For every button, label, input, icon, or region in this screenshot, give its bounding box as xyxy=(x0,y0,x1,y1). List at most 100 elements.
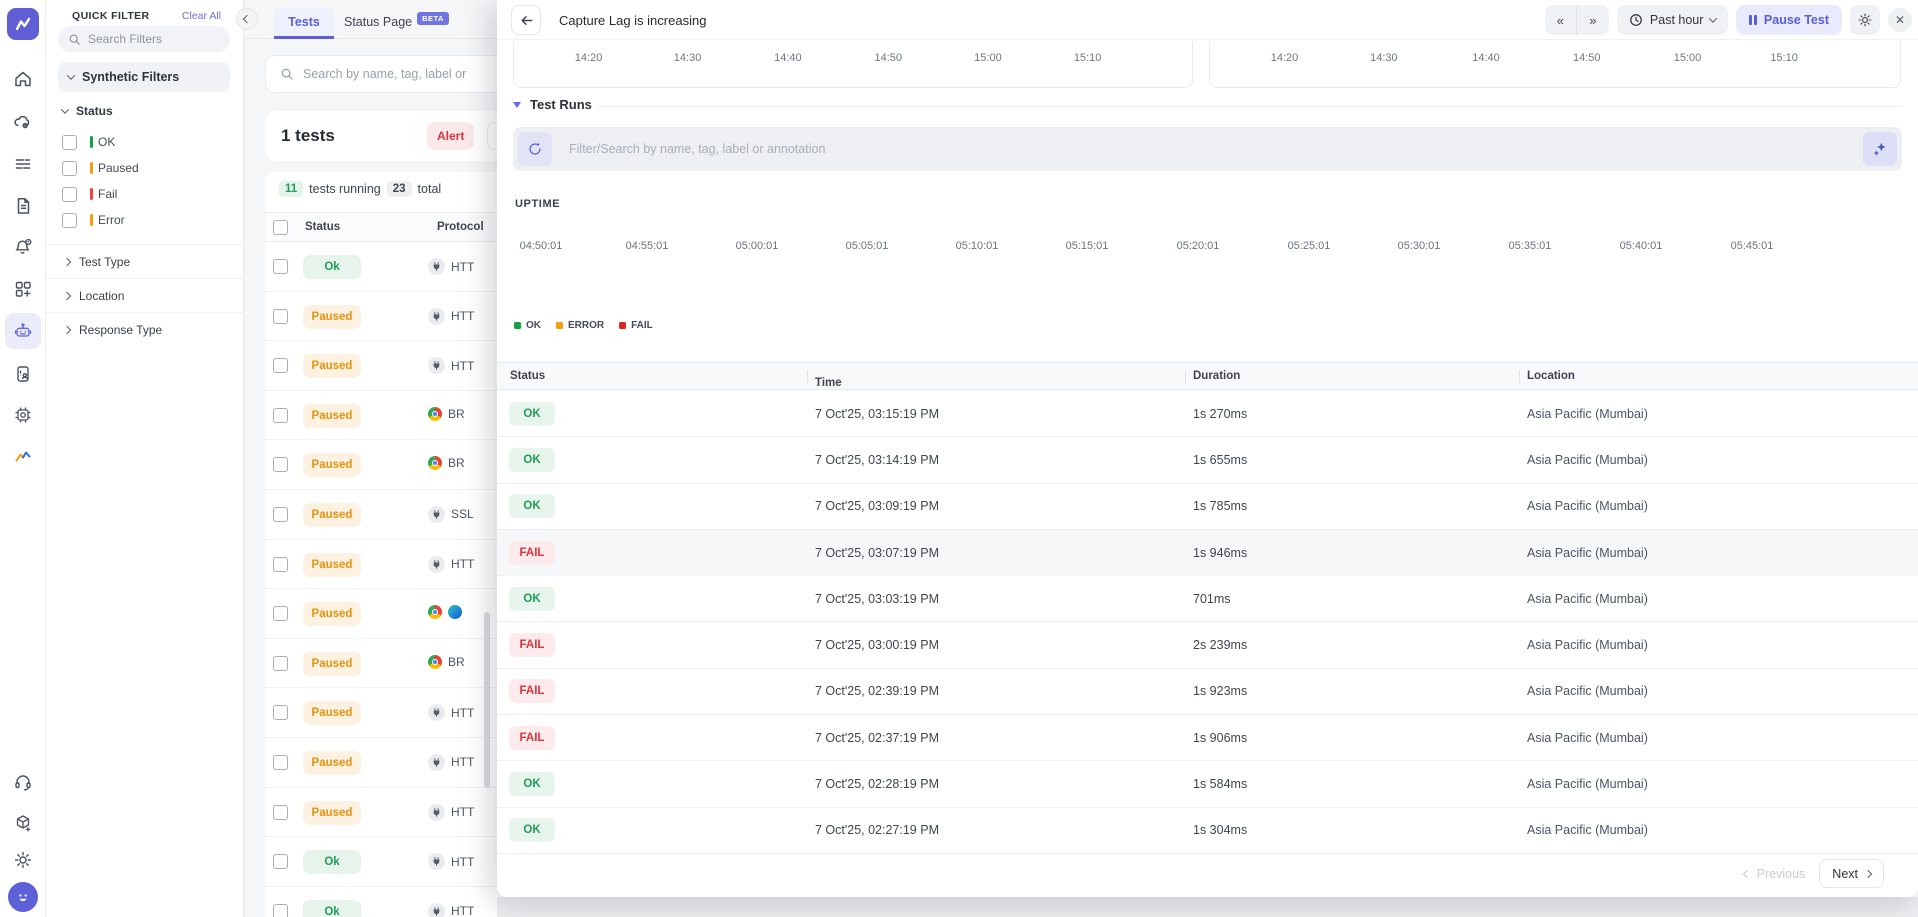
status-section-toggle[interactable]: Status xyxy=(60,104,113,118)
table-row[interactable]: Ok HTT xyxy=(265,837,595,887)
table-row[interactable]: Paused BR xyxy=(265,391,595,441)
settings-gear-button[interactable] xyxy=(1850,5,1880,35)
run-location: Asia Pacific (Mumbai) xyxy=(1527,499,1648,514)
checkbox[interactable] xyxy=(62,212,77,228)
synthetic-filters-toggle[interactable]: Synthetic Filters xyxy=(58,62,230,92)
table-row[interactable]: Ok HTT xyxy=(265,887,595,917)
sparkles-icon[interactable] xyxy=(1863,132,1897,166)
row-checkbox[interactable] xyxy=(273,308,288,324)
status-option-paused[interactable]: Paused xyxy=(62,157,139,179)
option-label: OK xyxy=(98,135,116,149)
table-row[interactable]: Paused BR xyxy=(265,639,595,689)
chevron-right-icon xyxy=(62,257,72,266)
cloud-settings-icon[interactable] xyxy=(12,111,34,133)
table-row[interactable]: OK 7 Oct'25, 03:14:19 PM 1s 655ms Asia P… xyxy=(497,437,1918,484)
home-icon[interactable] xyxy=(12,68,34,90)
rum-icon[interactable] xyxy=(12,363,34,385)
close-icon[interactable]: ✕ xyxy=(1888,8,1912,32)
test-runs-section-toggle[interactable]: Test Runs xyxy=(513,97,592,112)
time-range-value: Past hour xyxy=(1649,13,1704,27)
sort-desc-icon[interactable]: ↓ xyxy=(815,377,821,389)
table-row[interactable]: Paused BR xyxy=(265,440,595,490)
row-checkbox[interactable] xyxy=(273,259,288,274)
table-row[interactable]: FAIL 7 Oct'25, 02:39:19 PM 1s 923ms Asia… xyxy=(497,669,1918,716)
apm-trace-icon[interactable] xyxy=(12,446,34,468)
row-checkbox[interactable] xyxy=(273,407,288,423)
checkbox[interactable] xyxy=(62,160,77,176)
table-row[interactable]: OK 7 Oct'25, 03:09:19 PM 1s 785ms Asia P… xyxy=(497,484,1918,530)
runs-filter-input[interactable]: Filter/Search by name, tag, label or ann… xyxy=(513,127,1902,171)
table-row[interactable]: Paused SSL xyxy=(265,490,595,540)
axis-tick: 14:40 xyxy=(774,52,802,64)
document-icon[interactable] xyxy=(12,195,34,217)
row-checkbox[interactable] xyxy=(273,854,288,870)
select-all-checkbox[interactable] xyxy=(273,220,288,235)
status-option-error[interactable]: Error xyxy=(62,209,125,231)
table-row[interactable]: Paused HTT xyxy=(265,341,595,391)
integrations-cube-icon[interactable] xyxy=(12,812,34,834)
row-checkbox[interactable] xyxy=(273,804,288,820)
section-location[interactable]: Location xyxy=(46,278,244,312)
table-row[interactable]: Paused xyxy=(265,589,595,639)
row-checkbox[interactable] xyxy=(273,457,288,473)
tab-tests[interactable]: Tests xyxy=(274,8,334,39)
row-checkbox[interactable] xyxy=(273,556,288,572)
user-avatar[interactable] xyxy=(8,882,38,912)
table-row[interactable]: Ok HTT xyxy=(265,242,595,292)
row-checkbox[interactable] xyxy=(273,903,288,917)
section-test-type[interactable]: Test Type xyxy=(46,244,244,278)
status-badge: Ok xyxy=(303,899,361,917)
table-row[interactable]: OK 7 Oct'25, 02:27:19 PM 1s 304ms Asia P… xyxy=(497,808,1918,854)
table-row[interactable]: FAIL 7 Oct'25, 03:07:19 PM 1s 946ms Asia… xyxy=(497,529,1918,577)
column-location: Location xyxy=(1527,370,1575,382)
row-checkbox[interactable] xyxy=(273,705,288,721)
row-checkbox[interactable] xyxy=(273,655,288,671)
table-row[interactable]: Paused HTT xyxy=(265,688,595,738)
dashboard-add-icon[interactable] xyxy=(12,278,34,300)
pause-test-button[interactable]: Pause Test xyxy=(1736,5,1842,35)
synthetic-bot-icon[interactable] xyxy=(5,313,41,349)
clock-icon xyxy=(1629,13,1643,27)
ai-refresh-icon[interactable] xyxy=(518,132,552,166)
tab-status-page[interactable]: Status Page BETA xyxy=(344,8,449,36)
alert-filter-button[interactable]: Alert xyxy=(427,122,475,150)
next-label: Next xyxy=(1832,866,1858,881)
next-page-button[interactable]: Next xyxy=(1819,859,1884,888)
row-checkbox[interactable] xyxy=(273,506,288,522)
support-headset-icon[interactable] xyxy=(12,771,34,793)
checkbox[interactable] xyxy=(62,134,77,150)
table-row[interactable]: Paused HTT xyxy=(265,738,595,788)
scrollbar[interactable] xyxy=(484,612,490,788)
protocol-label: HTT xyxy=(451,557,475,572)
table-row[interactable]: OK 7 Oct'25, 03:03:19 PM 701ms Asia Paci… xyxy=(497,576,1918,623)
table-row[interactable]: Paused HTT xyxy=(265,788,595,838)
logs-icon[interactable] xyxy=(12,153,34,175)
option-label: Fail xyxy=(98,187,118,201)
table-row[interactable]: FAIL 7 Oct'25, 03:00:19 PM 2s 239ms Asia… xyxy=(497,622,1918,669)
table-row[interactable]: Paused HTT xyxy=(265,292,595,342)
status-option-ok[interactable]: OK xyxy=(62,131,115,153)
row-checkbox[interactable] xyxy=(273,358,288,374)
table-row[interactable]: OK 7 Oct'25, 02:28:19 PM 1s 584ms Asia P… xyxy=(497,761,1918,808)
table-row[interactable]: Paused HTT xyxy=(265,540,595,590)
axis-tick: 05:00:01 xyxy=(735,240,779,252)
row-checkbox[interactable] xyxy=(273,754,288,770)
previous-page-button[interactable]: Previous xyxy=(1742,867,1805,881)
infrastructure-chip-icon[interactable] xyxy=(12,404,34,426)
shift-forward-button[interactable]: » xyxy=(1589,12,1597,28)
collapse-panel-button[interactable] xyxy=(236,8,258,30)
back-button[interactable] xyxy=(511,5,541,35)
alert-bell-icon[interactable] xyxy=(12,236,34,258)
status-option-fail[interactable]: Fail xyxy=(62,183,117,205)
app-logo-icon[interactable] xyxy=(7,8,39,40)
row-checkbox[interactable] xyxy=(273,606,288,622)
shift-back-button[interactable]: « xyxy=(1545,5,1577,35)
time-range-dropdown[interactable]: Past hour xyxy=(1616,5,1729,35)
settings-gear-icon[interactable] xyxy=(12,849,34,871)
checkbox[interactable] xyxy=(62,186,77,202)
section-response-type[interactable]: Response Type xyxy=(46,312,244,346)
table-row[interactable]: FAIL 7 Oct'25, 02:37:19 PM 1s 906ms Asia… xyxy=(497,715,1918,762)
filter-search-input[interactable]: Search Filters xyxy=(58,26,230,52)
table-row[interactable]: OK 7 Oct'25, 03:15:19 PM 1s 270ms Asia P… xyxy=(497,391,1918,438)
clear-all-link[interactable]: Clear All xyxy=(181,10,221,22)
